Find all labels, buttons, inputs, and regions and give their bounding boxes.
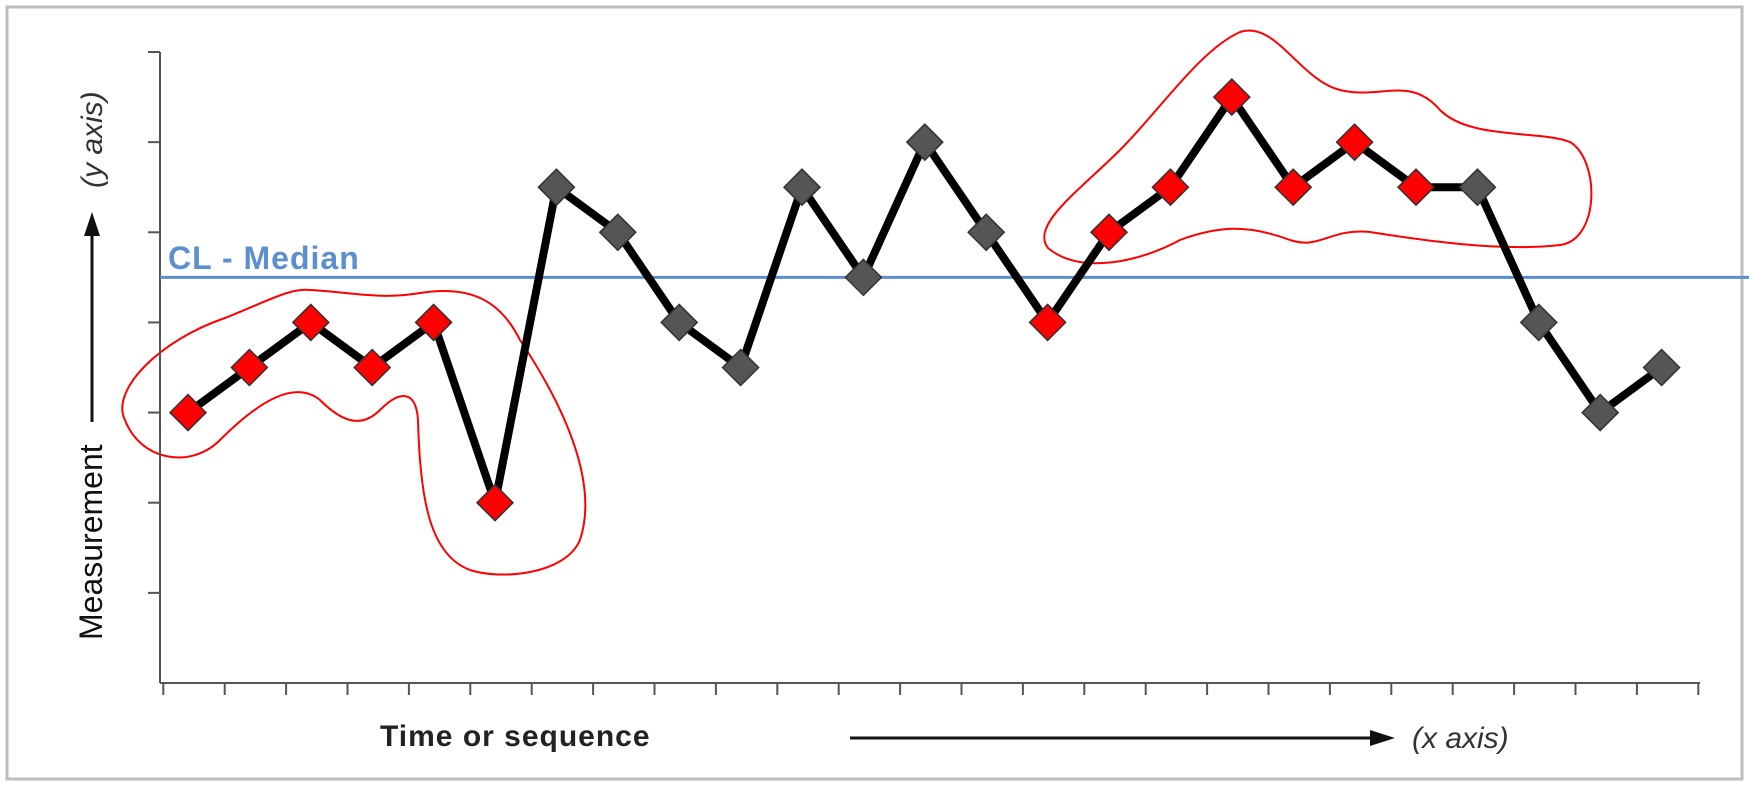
data-point: [1458, 168, 1497, 207]
axis-labels: Time or sequence (x axis) Measurement (y…: [73, 91, 1509, 755]
x-axis-label: Time or sequence: [380, 720, 651, 753]
data-point-highlighted: [1212, 78, 1251, 117]
data-point-highlighted: [291, 303, 330, 342]
y-axis-note: (y axis): [76, 91, 109, 188]
plot-area: [168, 78, 1681, 522]
data-point-highlighted: [1028, 303, 1067, 342]
y-axis-label: Measurement: [73, 444, 109, 640]
data-point-highlighted: [1335, 123, 1374, 162]
data-point-highlighted: [230, 348, 269, 387]
data-point: [660, 303, 699, 342]
data-point-highlighted: [168, 393, 208, 432]
data-point-highlighted: [1089, 213, 1129, 252]
data-point: [1519, 303, 1558, 342]
data-point: [598, 213, 637, 252]
data-point-highlighted: [414, 303, 453, 342]
data-point: [844, 258, 883, 297]
x-arrow-head: [1370, 730, 1395, 746]
highlight-outlines: [121, 29, 1593, 576]
highlight-outline-right: [1043, 29, 1593, 265]
data-point: [1642, 348, 1681, 387]
data-point-highlighted: [1396, 168, 1436, 207]
x-axis-note: (x axis): [1412, 722, 1509, 755]
axes: [84, 51, 1700, 746]
data-point-highlighted: [475, 483, 515, 522]
highlight-outline-left: [121, 288, 587, 576]
data-point: [782, 168, 822, 207]
data-point: [1581, 393, 1620, 432]
data-point: [905, 123, 944, 162]
data-point: [721, 348, 760, 387]
median-label: CL - Median: [168, 240, 360, 276]
data-point-highlighted: [1274, 168, 1313, 207]
chart-border: [5, 5, 1744, 781]
data-point: [537, 168, 576, 207]
data-point-highlighted: [1151, 168, 1190, 207]
data-point-highlighted: [353, 348, 392, 387]
y-arrow-head: [84, 212, 100, 236]
data-point: [967, 213, 1006, 252]
